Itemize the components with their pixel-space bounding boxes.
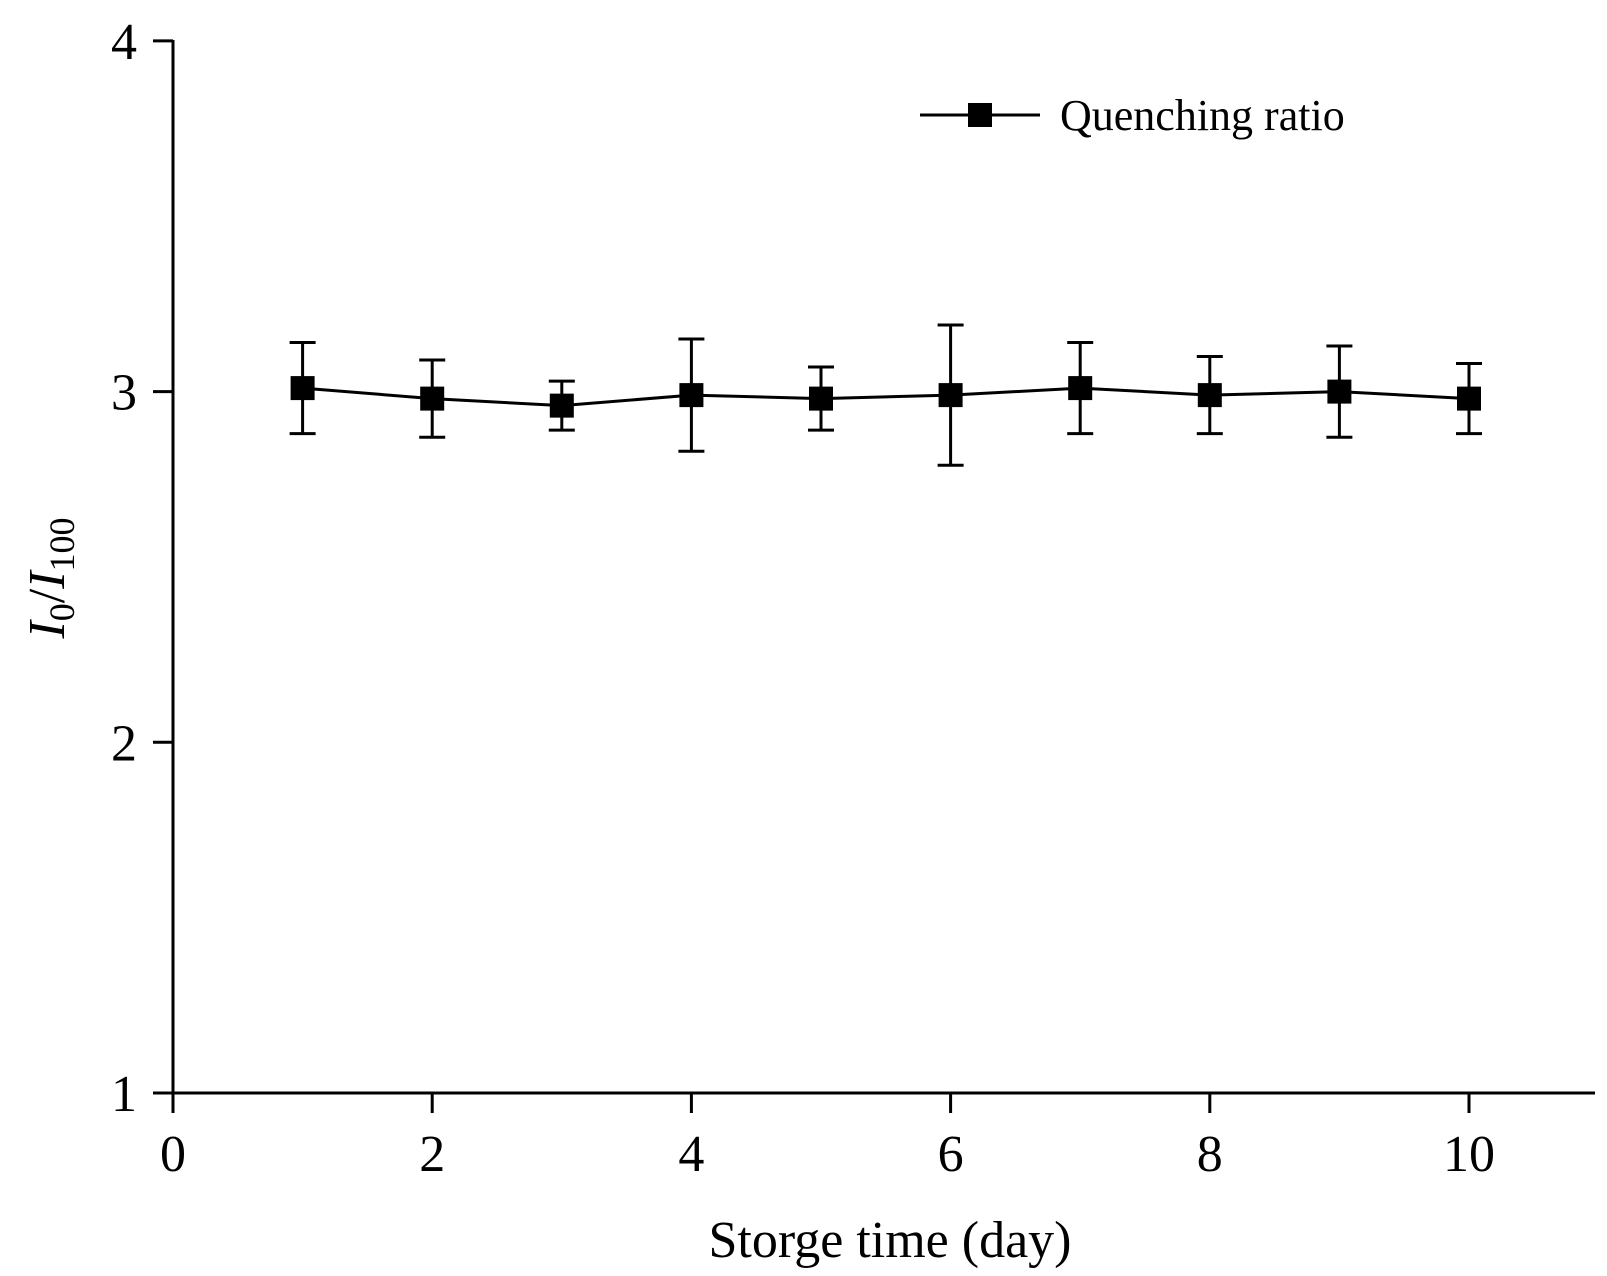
y-axis-title-symbol: I	[19, 619, 76, 640]
x-tick-label: 0	[160, 1126, 186, 1183]
data-point	[1197, 383, 1222, 408]
y-axis-title-sub-denominator: 100	[42, 517, 82, 571]
y-tick-label: 3	[111, 365, 137, 422]
x-tick-label: 8	[1197, 1126, 1223, 1183]
y-tick-label: 2	[111, 715, 137, 772]
x-tick-label: 2	[419, 1126, 445, 1183]
y-axis-title-sub-numerator: 0	[42, 603, 82, 621]
series-layer	[289, 323, 1482, 467]
y-axis-title: I0/I100	[19, 517, 82, 639]
x-tick-label: 10	[1443, 1126, 1495, 1183]
series-quenching-ratio	[289, 323, 1482, 467]
series-line	[302, 386, 1470, 408]
data-point	[1327, 379, 1352, 404]
x-tick-label: 4	[678, 1126, 704, 1183]
legend: Quenching ratio	[920, 91, 1345, 140]
y-axis-title-separator: /	[19, 588, 76, 603]
data-point	[549, 393, 574, 418]
legend-label: Quenching ratio	[1060, 91, 1345, 140]
x-tick-label: 6	[938, 1126, 964, 1183]
legend-marker	[968, 103, 992, 127]
data-point	[290, 376, 315, 401]
data-point	[420, 386, 445, 411]
data-point	[679, 383, 704, 408]
y-tick-label: 1	[111, 1066, 137, 1123]
data-point	[1457, 386, 1481, 411]
y-axis-title-symbol-2: I	[19, 569, 76, 590]
y-tick-label: 4	[111, 14, 137, 71]
data-point	[938, 383, 963, 408]
data-point	[809, 386, 833, 411]
x-axis-title: Storge time (day)	[709, 1212, 1072, 1269]
data-point	[1068, 376, 1093, 401]
